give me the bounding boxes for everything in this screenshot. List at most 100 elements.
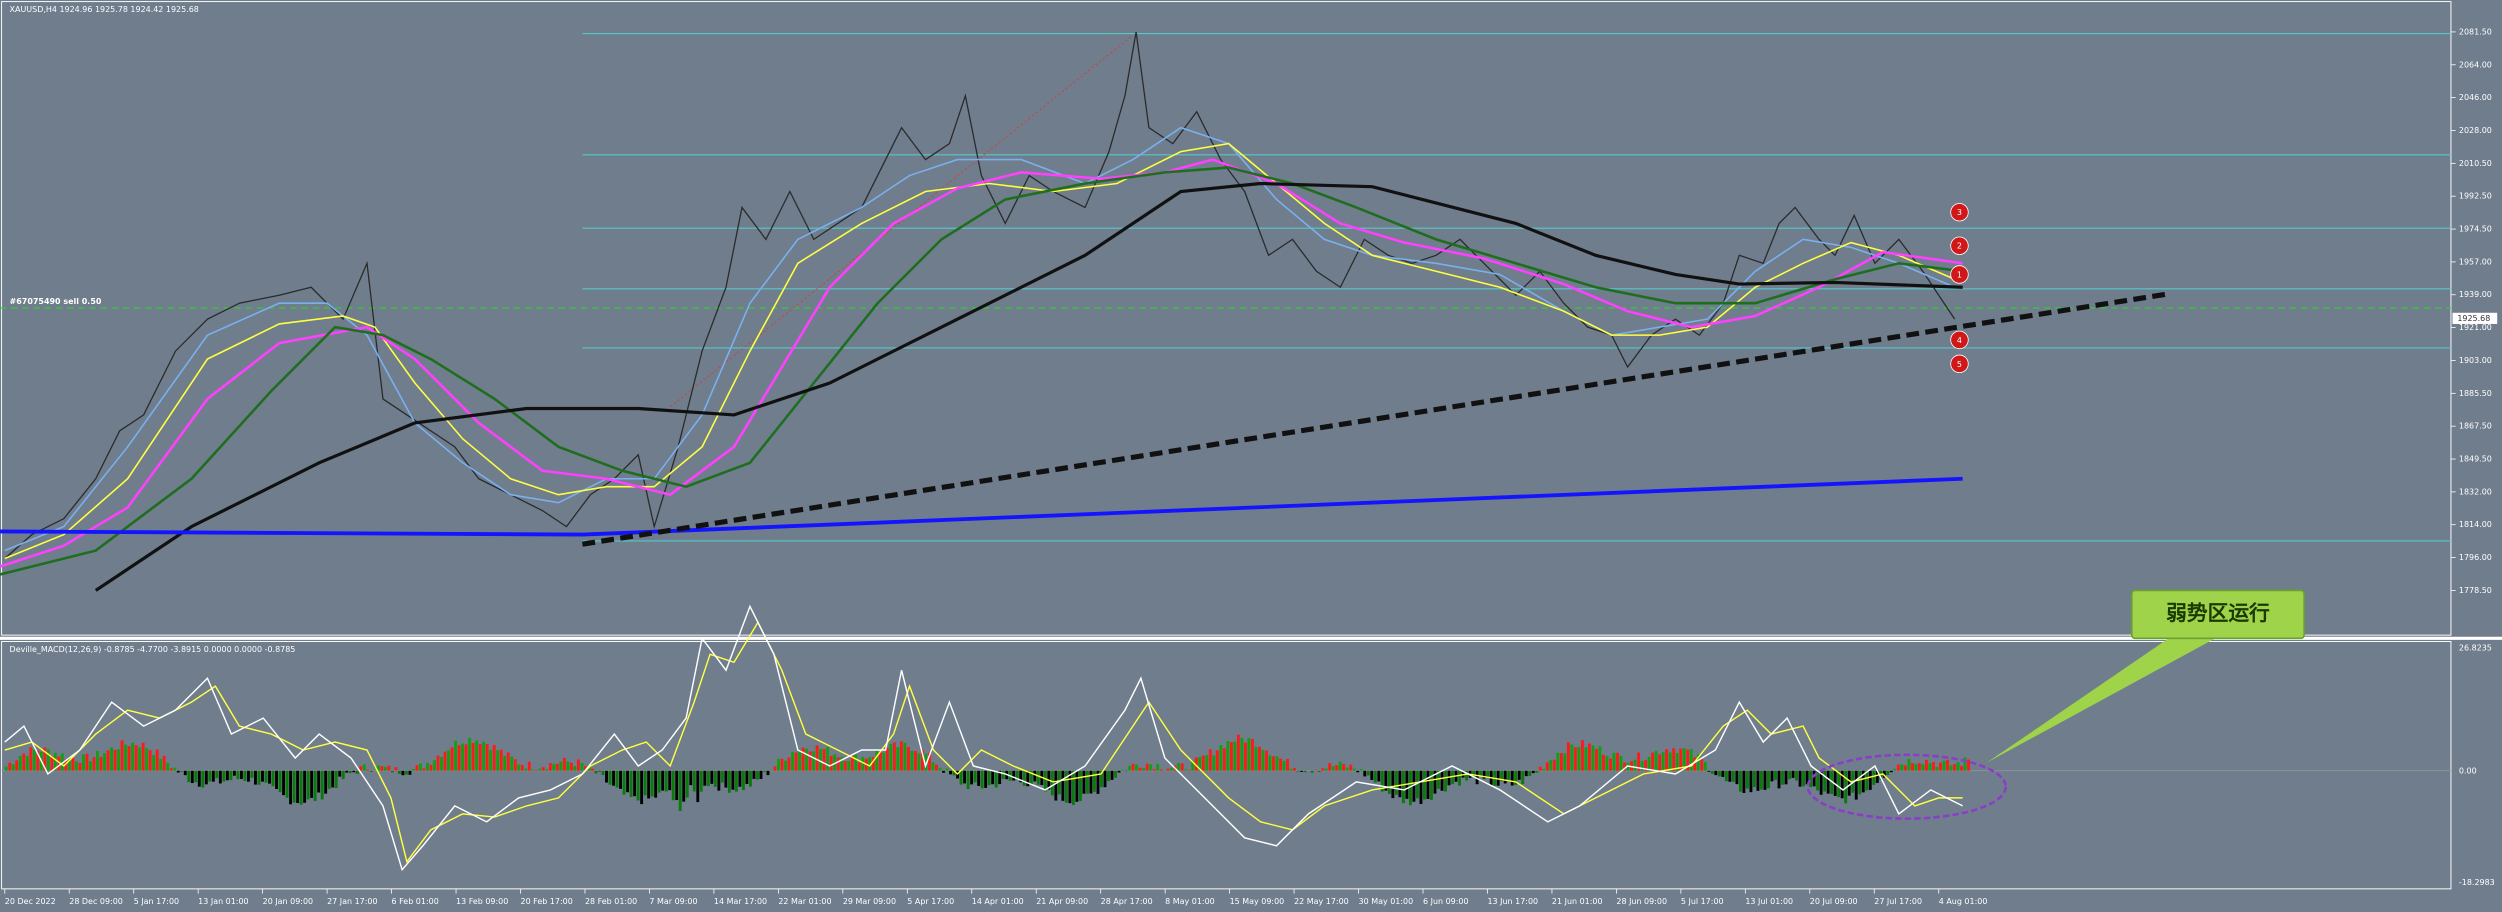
histogram-bar bbox=[1584, 747, 1588, 771]
histogram-bar bbox=[1103, 770, 1107, 788]
histogram-bar bbox=[1896, 764, 1900, 771]
histogram-bar bbox=[1121, 769, 1124, 771]
histogram-bar bbox=[1019, 770, 1023, 783]
histogram-bar bbox=[243, 770, 247, 781]
histogram-bar bbox=[1208, 749, 1212, 771]
histogram-bar bbox=[1356, 770, 1360, 773]
histogram-bar bbox=[850, 755, 854, 771]
histogram-bar bbox=[1380, 770, 1384, 792]
time-label: 14 Apr 01:00 bbox=[972, 897, 1024, 906]
histogram-bar bbox=[741, 770, 745, 791]
histogram-bar bbox=[1054, 770, 1058, 801]
histogram-bar bbox=[612, 770, 615, 786]
histogram-bar bbox=[1858, 770, 1862, 795]
histogram-bar bbox=[994, 770, 998, 788]
histogram-bar bbox=[11, 764, 15, 771]
histogram-bar bbox=[222, 770, 226, 782]
histogram-bar bbox=[166, 762, 170, 771]
histogram-bar bbox=[819, 748, 823, 771]
histogram-bar bbox=[805, 748, 809, 771]
price-label: 1921.00 bbox=[2459, 323, 2492, 332]
histogram-bar bbox=[1795, 770, 1798, 781]
histogram-bar bbox=[963, 770, 967, 784]
marker-label: 3 bbox=[1957, 208, 1962, 217]
histogram-bar bbox=[155, 749, 159, 771]
histogram-bar bbox=[292, 770, 296, 803]
histogram-bar bbox=[731, 770, 735, 790]
histogram-bar bbox=[454, 740, 457, 771]
time-label: 28 Dec 09:00 bbox=[69, 897, 123, 906]
histogram-bar bbox=[885, 747, 889, 771]
histogram-bar bbox=[1784, 770, 1788, 785]
histogram-bar bbox=[734, 770, 738, 792]
histogram-bar bbox=[1752, 770, 1756, 788]
histogram-bar bbox=[1068, 770, 1072, 804]
histogram-bar bbox=[1001, 770, 1005, 780]
histogram-bar bbox=[1057, 770, 1061, 795]
histogram-bar bbox=[1573, 747, 1577, 771]
time-label: 21 Jun 01:00 bbox=[1552, 897, 1603, 906]
histogram-bar bbox=[468, 737, 472, 771]
histogram-bar bbox=[208, 770, 212, 782]
histogram-bar bbox=[1563, 753, 1567, 771]
histogram-bar bbox=[1749, 770, 1753, 793]
histogram-bar bbox=[1229, 742, 1233, 771]
histogram-bar bbox=[1644, 760, 1648, 771]
histogram-bar bbox=[1366, 770, 1370, 776]
histogram-bar bbox=[720, 770, 724, 783]
histogram-bar bbox=[1675, 752, 1679, 771]
histogram-bar bbox=[1542, 768, 1546, 771]
histogram-bar bbox=[352, 770, 356, 773]
histogram-bar bbox=[383, 767, 387, 771]
histogram-bar bbox=[1942, 760, 1946, 771]
histogram-bar bbox=[1089, 770, 1093, 794]
histogram-bar bbox=[1510, 770, 1514, 786]
histogram-bar bbox=[1900, 764, 1904, 771]
histogram-bar bbox=[1314, 770, 1318, 771]
histogram-bar bbox=[1580, 740, 1584, 771]
time-label: 27 Jan 17:00 bbox=[327, 897, 377, 906]
histogram-bar bbox=[1917, 763, 1921, 771]
marker-label: 4 bbox=[1957, 336, 1962, 345]
histogram-bar bbox=[584, 766, 587, 771]
histogram-bar bbox=[1243, 742, 1247, 771]
price-label: 2081.50 bbox=[2459, 27, 2492, 36]
histogram-bar bbox=[278, 770, 282, 793]
histogram-bar bbox=[1444, 770, 1447, 792]
histogram-bar bbox=[576, 759, 580, 771]
histogram-bar bbox=[60, 753, 64, 771]
histogram-bar bbox=[1598, 746, 1602, 771]
histogram-bar bbox=[1135, 764, 1139, 771]
histogram-bar bbox=[1451, 770, 1454, 785]
histogram-bar bbox=[1303, 770, 1307, 773]
histogram-bar bbox=[289, 770, 293, 805]
histogram-bar bbox=[763, 770, 766, 772]
histogram-bar bbox=[675, 770, 679, 801]
histogram-bar bbox=[520, 764, 524, 771]
histogram-bar bbox=[338, 770, 342, 777]
histogram-bar bbox=[475, 740, 479, 771]
histogram-bar bbox=[1352, 768, 1356, 771]
histogram-bar bbox=[148, 750, 152, 771]
marker-dot bbox=[1950, 330, 1969, 350]
histogram-bar bbox=[657, 770, 661, 793]
histogram-bar bbox=[548, 763, 552, 771]
histogram-bar bbox=[29, 747, 33, 771]
histogram-bar bbox=[605, 770, 608, 783]
price-label: 1939.00 bbox=[2459, 290, 2492, 299]
histogram-bar bbox=[545, 769, 549, 771]
histogram-bar bbox=[443, 751, 447, 771]
histogram-bar bbox=[1184, 769, 1188, 771]
histogram-bar bbox=[429, 764, 433, 771]
ma-black bbox=[94, 181, 1963, 592]
histogram-bar bbox=[1868, 770, 1872, 790]
ma-blue-long bbox=[0, 476, 1963, 537]
histogram-bar bbox=[25, 756, 29, 771]
histogram-bar bbox=[1036, 770, 1040, 785]
current-price: 1925.68 bbox=[2457, 314, 2490, 323]
histogram-bar bbox=[46, 749, 50, 771]
histogram-bar bbox=[71, 757, 75, 771]
histogram-bar bbox=[1191, 760, 1195, 771]
histogram-bar bbox=[1486, 770, 1490, 779]
histogram-bar bbox=[1110, 770, 1114, 780]
